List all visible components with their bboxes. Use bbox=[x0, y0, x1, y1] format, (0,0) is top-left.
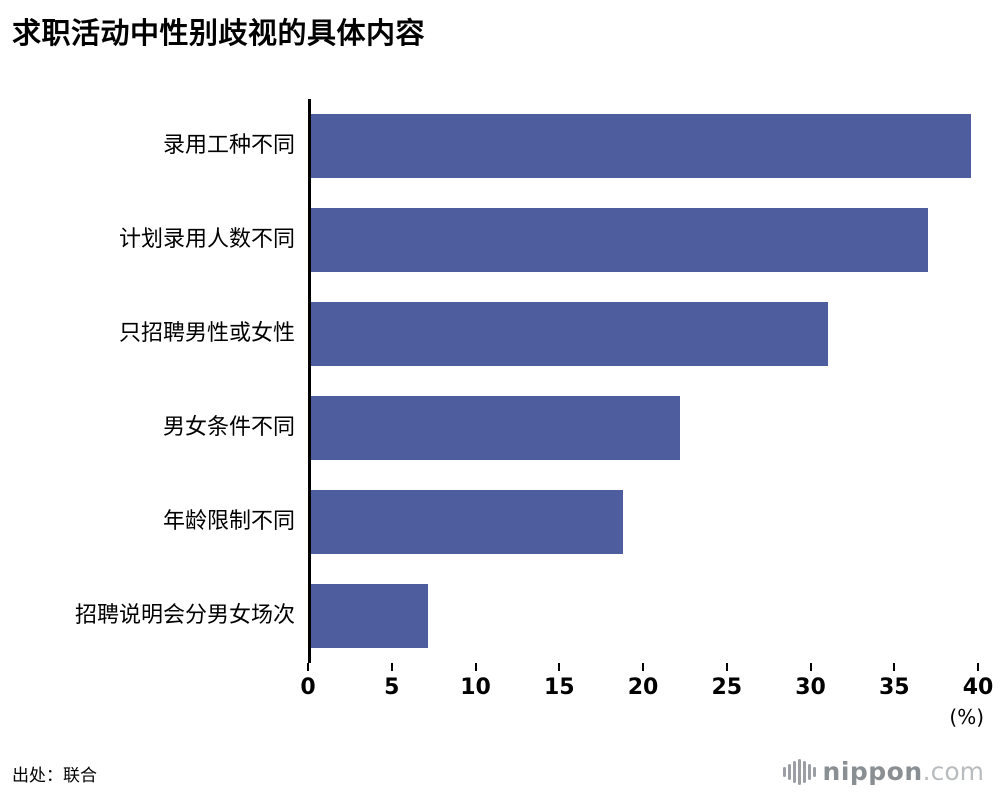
chart-row: 计划录用人数不同 bbox=[0, 193, 1000, 287]
category-label: 招聘说明会分男女场次 bbox=[74, 602, 295, 628]
footer: 出处：联合 nippon.com bbox=[12, 757, 984, 786]
tick-label: 0 bbox=[300, 675, 316, 700]
soundwave-icon bbox=[782, 758, 816, 785]
bar-track bbox=[308, 193, 978, 287]
chart-row: 年龄限制不同 bbox=[0, 475, 1000, 569]
tick-label: 25 bbox=[711, 675, 743, 700]
bar bbox=[311, 584, 428, 648]
axis-unit-label: (%) bbox=[949, 705, 984, 729]
tick-label: 15 bbox=[543, 675, 575, 700]
bar bbox=[311, 302, 828, 366]
chart-row: 只招聘男性或女性 bbox=[0, 287, 1000, 381]
bar-track bbox=[308, 99, 978, 193]
logo-suffix: .com bbox=[922, 757, 984, 786]
bar bbox=[311, 396, 680, 460]
bar-track bbox=[308, 287, 978, 381]
tick-mark bbox=[390, 663, 393, 671]
logo-text: nippon bbox=[822, 757, 923, 786]
page-title: 求职活动中性别歧视的具体内容 bbox=[12, 16, 426, 50]
tick-mark bbox=[725, 663, 728, 671]
category-label: 计划录用人数不同 bbox=[118, 226, 295, 252]
tick-mark bbox=[642, 663, 644, 671]
category-label: 年龄限制不同 bbox=[162, 508, 295, 534]
bar bbox=[311, 114, 972, 178]
tick-label: 5 bbox=[384, 675, 400, 700]
tick-label: 30 bbox=[795, 675, 826, 700]
tick-mark bbox=[558, 663, 561, 671]
bar bbox=[311, 490, 623, 554]
x-axis: (%) 0 5 10 15 20 25 30 35 40 bbox=[300, 663, 993, 733]
chart-row: 录用工种不同 bbox=[0, 99, 1000, 193]
tick-mark bbox=[474, 663, 477, 671]
bar-track bbox=[308, 381, 978, 475]
bar-track bbox=[308, 569, 978, 663]
tick-label: 10 bbox=[460, 675, 491, 700]
category-label: 录用工种不同 bbox=[162, 132, 295, 158]
chart-row: 男女条件不同 bbox=[0, 381, 1000, 475]
bar-track bbox=[308, 475, 978, 569]
bar-chart: 录用工种不同计划录用人数不同 只招聘男性或女性男女条件不同 年龄限制不同招聘说明会分… bbox=[0, 99, 1000, 733]
logo-wordmark: nippon.com bbox=[823, 757, 984, 786]
source-label: 出处：联合 bbox=[12, 766, 97, 786]
tick-mark bbox=[809, 663, 812, 671]
tick-label: 40 bbox=[962, 675, 994, 700]
chart-rows: 录用工种不同计划录用人数不同 只招聘男性或女性男女条件不同 年龄限制不同招聘说明会分… bbox=[0, 99, 1000, 663]
tick-mark bbox=[893, 663, 896, 671]
category-label: 只招聘男性或女性 bbox=[118, 320, 295, 346]
tick-label: 35 bbox=[878, 675, 910, 700]
nippon-logo: nippon.com bbox=[782, 757, 984, 786]
tick-mark bbox=[977, 663, 979, 671]
chart-row: 招聘说明会分男女场次 bbox=[0, 569, 1000, 663]
bar bbox=[311, 208, 928, 272]
tick-label: 20 bbox=[627, 675, 659, 700]
tick-mark bbox=[307, 663, 309, 671]
category-label: 男女条件不同 bbox=[162, 414, 295, 440]
